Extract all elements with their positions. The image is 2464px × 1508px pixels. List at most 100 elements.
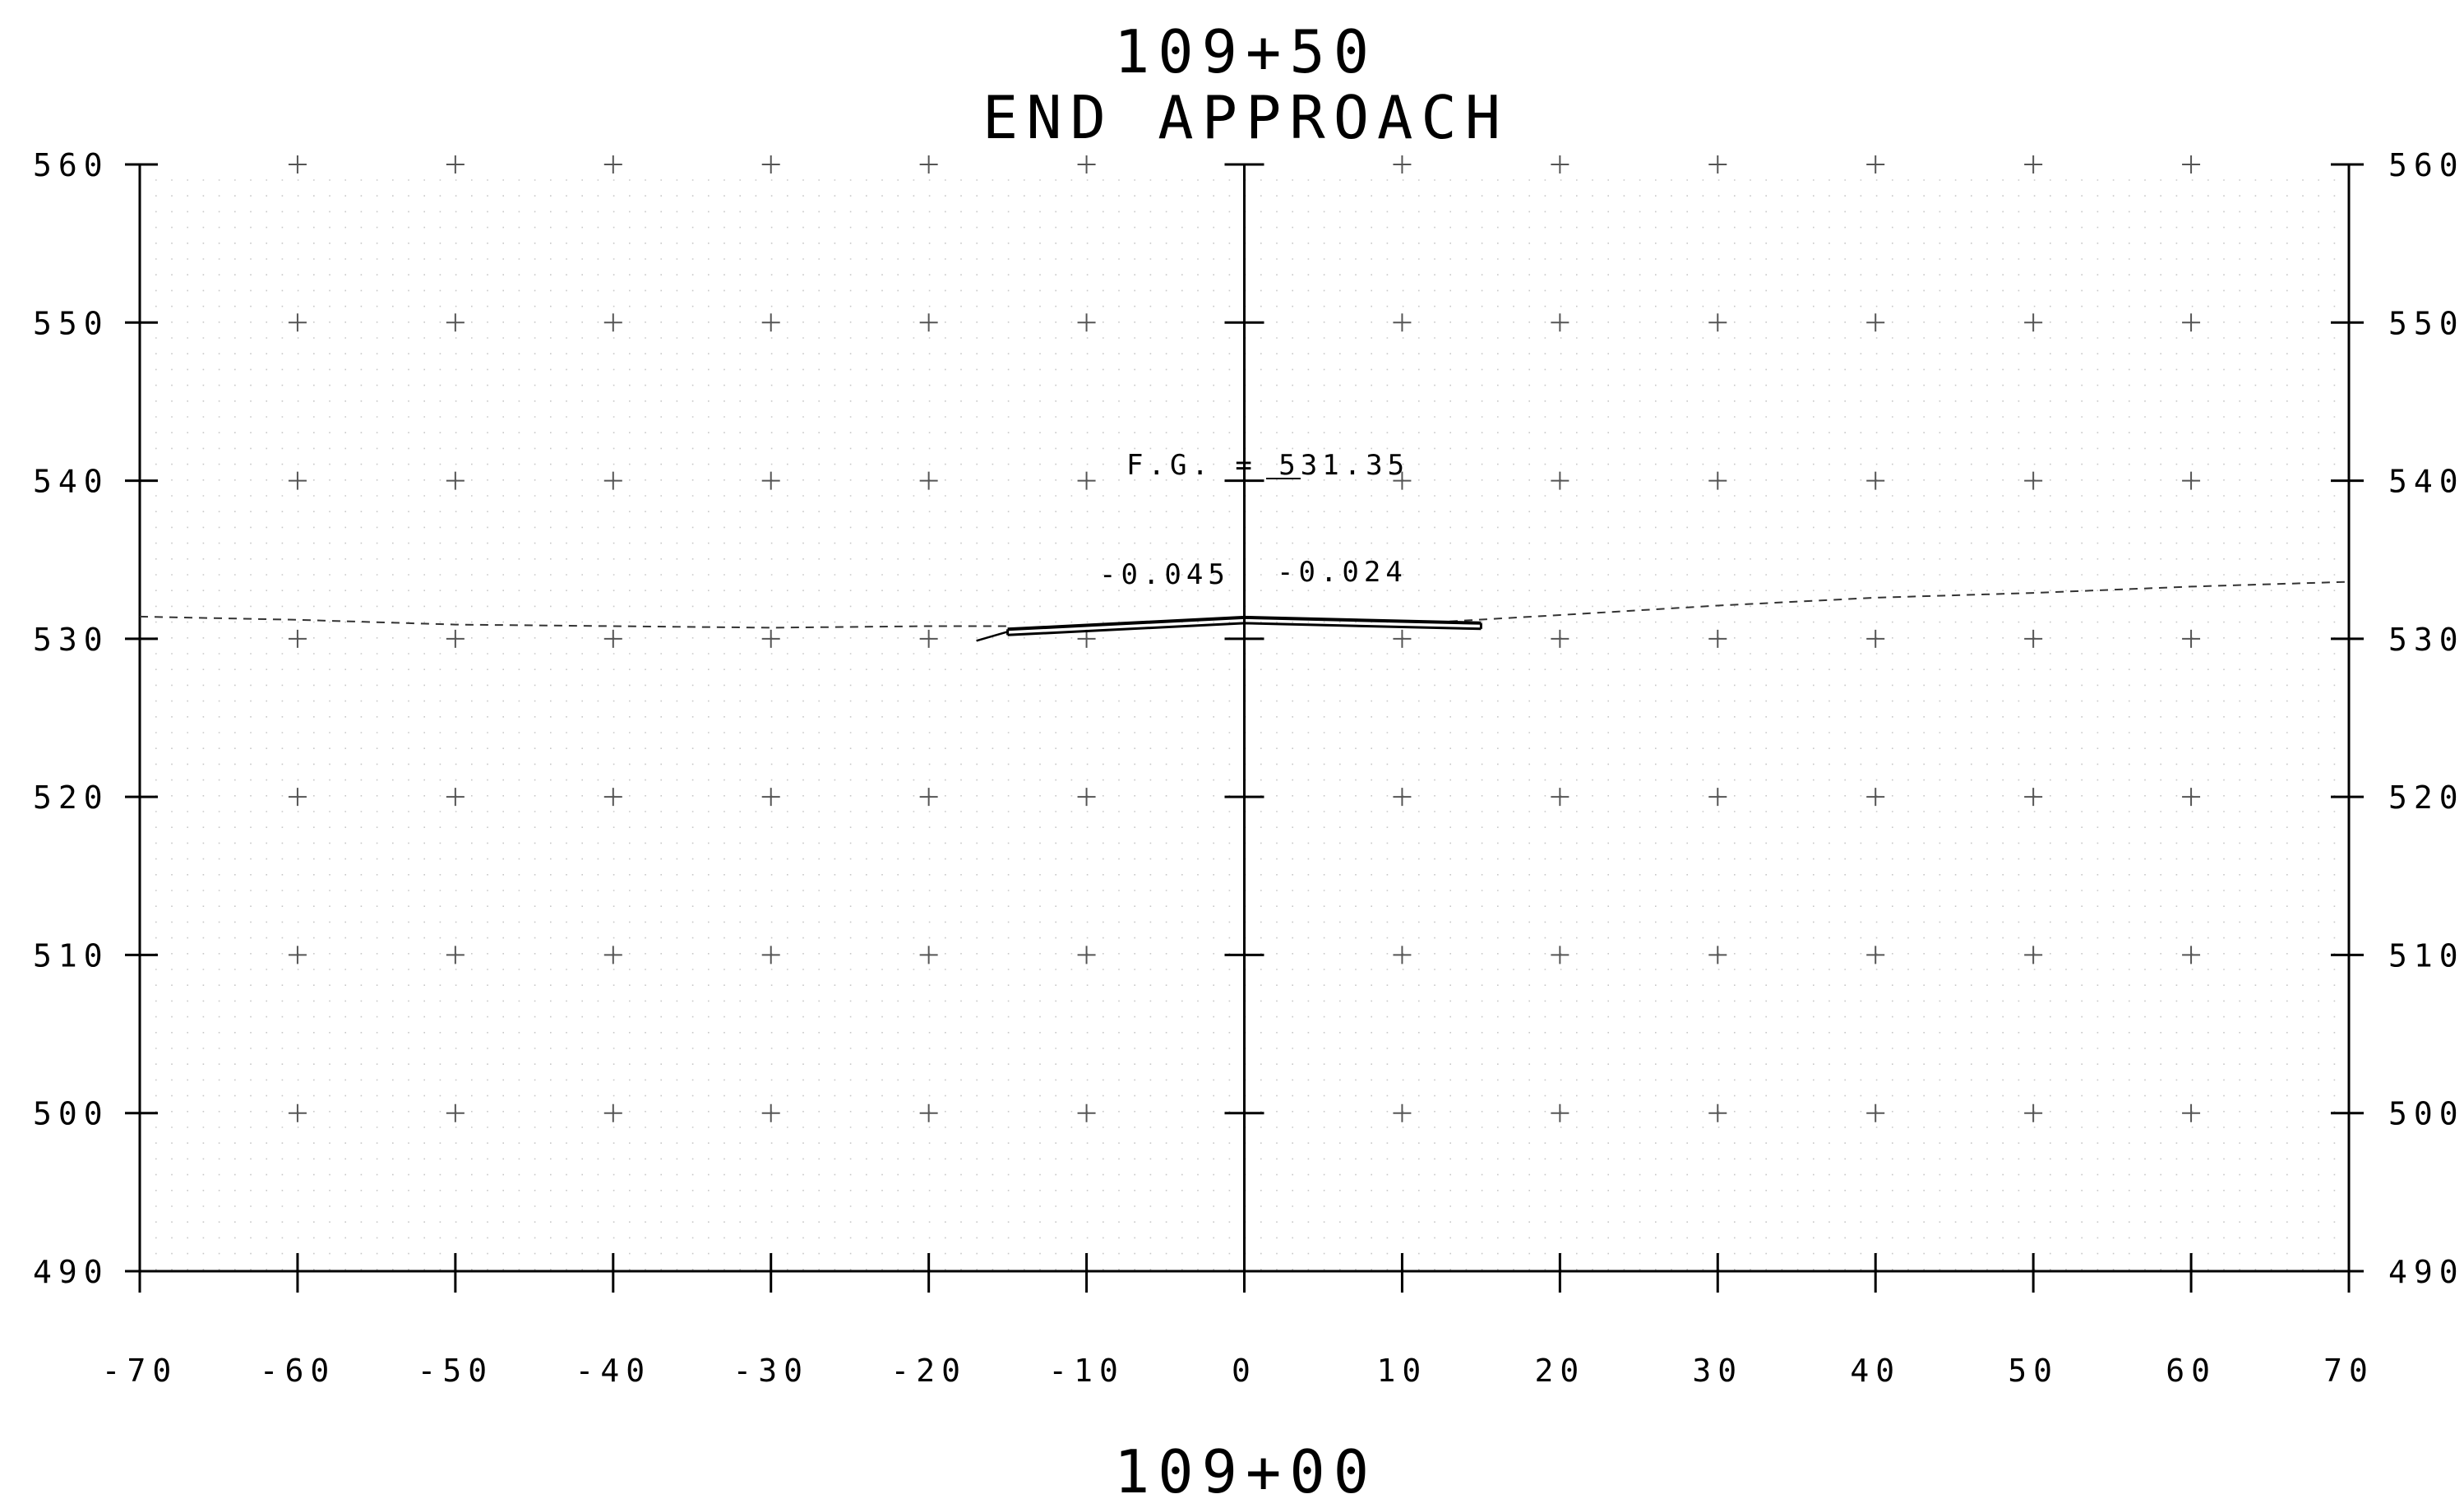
grid-cross — [603, 155, 622, 173]
grid-cross — [288, 788, 307, 807]
grid-cross — [603, 1103, 622, 1122]
grid-cross — [603, 788, 622, 807]
grid-cross — [761, 155, 780, 173]
y-tick-label-left: 500 — [33, 1096, 109, 1132]
grid-cross — [2024, 629, 2043, 648]
y-tick-label-left: 490 — [33, 1254, 109, 1290]
grid-cross — [919, 788, 938, 807]
grid-cross — [1866, 155, 1885, 173]
grid-cross — [1551, 629, 1569, 648]
existing-ground-line — [139, 615, 1008, 629]
grid-cross — [1393, 471, 1412, 490]
grid-cross — [1708, 471, 1727, 490]
grid-cross — [2182, 155, 2201, 173]
y-tick-label-right: 540 — [2388, 464, 2464, 500]
grid-cross — [1551, 946, 1569, 964]
y-tick-label-left: 550 — [33, 305, 109, 341]
existing-ground-line — [1449, 581, 2350, 622]
grid-cross — [603, 629, 622, 648]
grid-cross — [2182, 788, 2201, 807]
grid-cross — [1393, 1103, 1412, 1122]
x-tick-label: 0 — [1232, 1353, 1257, 1389]
grid-cross — [1077, 155, 1096, 173]
grid-cross — [1551, 1103, 1569, 1122]
x-tick-label: 30 — [1692, 1353, 1743, 1389]
grid-cross — [603, 946, 622, 964]
grid-cross-marks — [288, 155, 2201, 1122]
grid-cross — [761, 788, 780, 807]
x-tick-label: 50 — [2008, 1353, 2059, 1389]
left-slope-label: -0.045 — [1099, 558, 1230, 591]
grid-cross — [1708, 788, 1727, 807]
finish-grade-line — [1007, 615, 1482, 631]
x-tick-label: -20 — [890, 1353, 967, 1389]
x-tick-label: -70 — [102, 1353, 178, 1389]
grid-cross — [1077, 629, 1096, 648]
x-tick-label: 10 — [1377, 1353, 1428, 1389]
grid-cross — [1551, 471, 1569, 490]
x-tick-label: -10 — [1048, 1353, 1125, 1389]
y-tick-label-right: 510 — [2388, 937, 2464, 974]
grid-cross — [2024, 313, 2043, 332]
x-tick-label: 70 — [2323, 1353, 2374, 1389]
y-tick-label-right: 490 — [2388, 1254, 2464, 1290]
y-tick-label-right: 560 — [2388, 147, 2464, 183]
x-tick-label: -40 — [575, 1353, 651, 1389]
grid-cross — [1551, 788, 1569, 807]
grid-cross — [1866, 788, 1885, 807]
grid-cross — [1708, 946, 1727, 964]
y-tick-label-right: 500 — [2388, 1096, 2464, 1132]
grid-cross — [1551, 155, 1569, 173]
grid-cross — [2182, 946, 2201, 964]
background-dot-grid — [155, 179, 2336, 1270]
grid-cross — [1393, 155, 1412, 173]
grid-cross — [761, 471, 780, 490]
grid-cross — [761, 1103, 780, 1122]
grid-cross — [446, 155, 465, 173]
grid-cross — [919, 946, 938, 964]
x-tick-label: 60 — [2166, 1353, 2217, 1389]
grid-cross — [1708, 1103, 1727, 1122]
grid-cross — [919, 155, 938, 173]
x-tick-label: -60 — [260, 1353, 336, 1389]
grid-cross — [2182, 1103, 2201, 1122]
grid-cross — [288, 155, 307, 173]
grid-cross — [2024, 788, 2043, 807]
grid-cross — [2024, 1103, 2043, 1122]
grid-cross — [446, 1103, 465, 1122]
grid-cross — [446, 471, 465, 490]
grid-cross — [1551, 313, 1569, 332]
grid-cross — [1393, 313, 1412, 332]
finish-grade-line-bottom — [1007, 622, 1482, 636]
grid-cross — [1866, 313, 1885, 332]
grid-cross — [1708, 313, 1727, 332]
plot-axes — [125, 163, 2364, 1293]
grid-cross — [1077, 471, 1096, 490]
profile-series — [139, 581, 2350, 642]
grid-cross — [1077, 788, 1096, 807]
x-tick-label: -30 — [733, 1353, 809, 1389]
grid-cross — [288, 313, 307, 332]
grid-cross — [1393, 946, 1412, 964]
grid-cross — [1077, 313, 1096, 332]
grid-cross — [1866, 471, 1885, 490]
grid-cross — [446, 788, 465, 807]
grid-cross — [2024, 946, 2043, 964]
y-tick-label-left: 510 — [33, 937, 109, 974]
x-tick-label: 20 — [1534, 1353, 1585, 1389]
side-slope-stub — [976, 631, 1008, 642]
grid-cross — [1866, 629, 1885, 648]
x-tick-label: -50 — [418, 1353, 494, 1389]
grid-cross — [919, 313, 938, 332]
x-tick-label: 40 — [1850, 1353, 1901, 1389]
grid-cross — [919, 471, 938, 490]
grid-cross — [761, 313, 780, 332]
grid-cross — [2182, 471, 2201, 490]
grid-cross — [1393, 788, 1412, 807]
grid-cross — [603, 471, 622, 490]
grid-cross — [446, 313, 465, 332]
y-tick-label-right: 530 — [2388, 622, 2464, 658]
grid-cross — [1708, 629, 1727, 648]
